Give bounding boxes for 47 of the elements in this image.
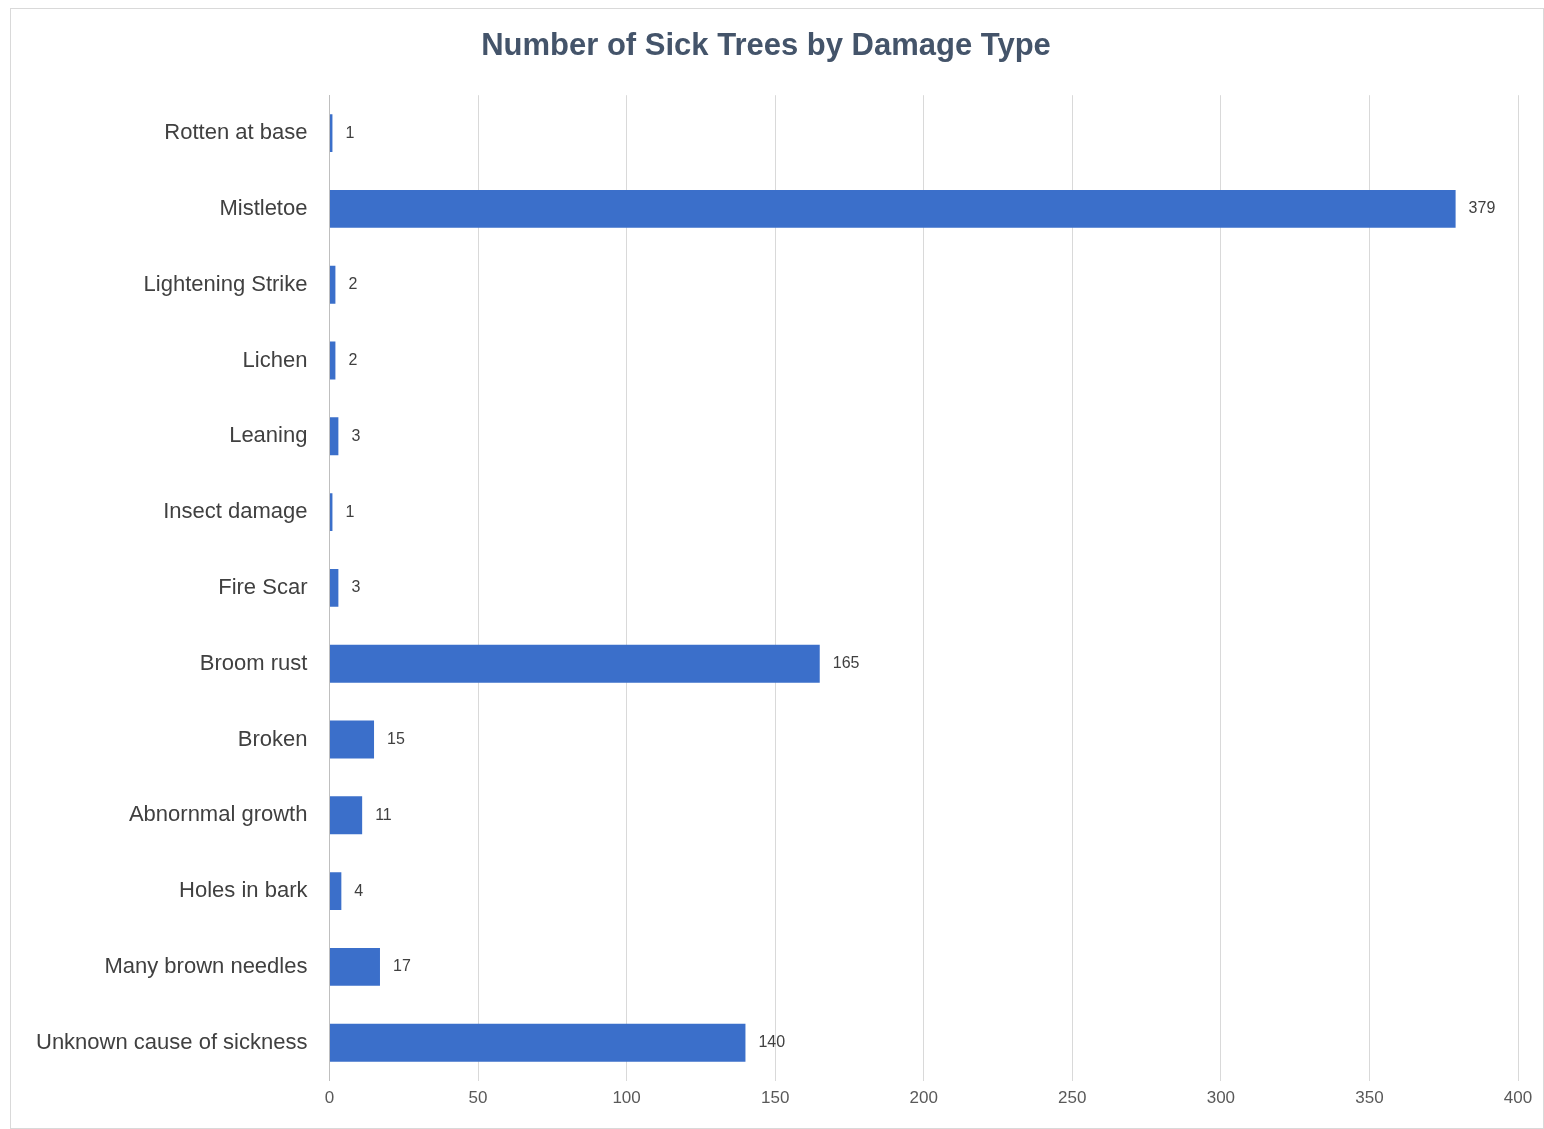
- bar: [329, 796, 363, 835]
- data-label: 379: [1468, 199, 1496, 217]
- y-tick-label: Holes in bark: [179, 877, 309, 903]
- y-tick-label: Insect damage: [163, 498, 308, 524]
- y-tick-label: Rotten at base: [164, 119, 308, 145]
- y-tick-label: Mistletoe: [219, 194, 308, 220]
- data-label: 11: [375, 805, 392, 823]
- y-tick-label: Broken: [237, 725, 308, 751]
- y-tick-label: Many brown needles: [104, 952, 308, 978]
- x-tick-label: 400: [1503, 1088, 1533, 1108]
- data-label: 140: [758, 1033, 786, 1051]
- data-label: 1: [345, 502, 355, 520]
- bar: [329, 720, 375, 759]
- y-tick-label: Leaning: [229, 422, 308, 448]
- bar: [329, 341, 336, 380]
- data-label: 2: [348, 275, 358, 293]
- bar: [329, 568, 339, 607]
- chart-title: Number of Sick Trees by Damage Type: [481, 27, 1051, 63]
- bar: [329, 872, 342, 911]
- x-tick-label: 300: [1206, 1088, 1236, 1108]
- y-tick-label: Abnornmal growth: [128, 801, 308, 827]
- bar: [329, 417, 339, 456]
- data-label: 1: [345, 123, 355, 141]
- data-label: 2: [348, 350, 358, 368]
- data-label: 165: [832, 654, 860, 672]
- y-tick-label: Lichen: [242, 346, 308, 372]
- y-tick-label: Fire Scar: [218, 573, 308, 599]
- data-label: 15: [387, 729, 405, 747]
- x-tick-label: 200: [909, 1088, 938, 1108]
- bar: [329, 947, 380, 986]
- x-tick-label: 250: [1058, 1088, 1087, 1108]
- data-label: 17: [392, 957, 411, 975]
- y-tick-label: Lightening Strike: [143, 270, 308, 296]
- data-label: 4: [354, 881, 364, 899]
- bar: [329, 644, 820, 683]
- y-tick-label: Unknown cause of sickness: [36, 1028, 308, 1054]
- x-tick-label: 50: [468, 1088, 488, 1108]
- x-tick-label: 150: [760, 1088, 790, 1108]
- x-tick-label: 0: [324, 1088, 335, 1108]
- bar: [329, 265, 336, 304]
- bar: [329, 189, 1456, 228]
- y-tick-label: Broom rust: [199, 649, 308, 675]
- data-label: 3: [351, 578, 361, 596]
- bar: [329, 1023, 746, 1062]
- x-tick-label: 100: [612, 1088, 641, 1108]
- x-tick-label: 350: [1355, 1088, 1384, 1108]
- data-label: 3: [351, 426, 361, 444]
